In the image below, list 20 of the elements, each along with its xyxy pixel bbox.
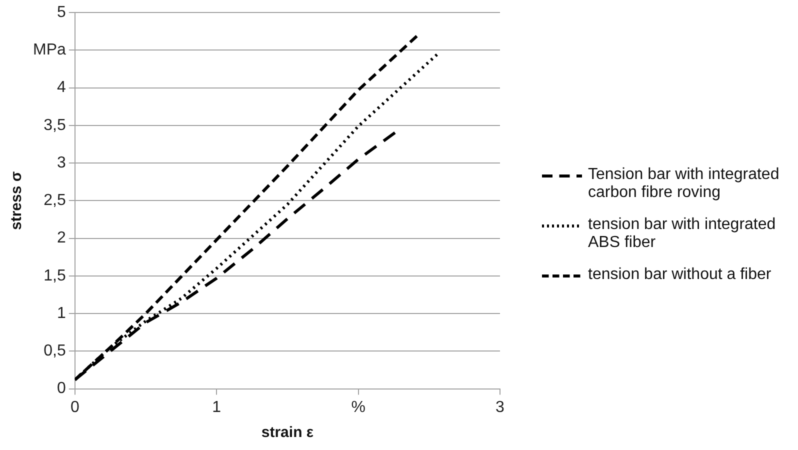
y-tick-label: 3,5 bbox=[44, 116, 66, 134]
y-tick-label: 5 bbox=[56, 4, 66, 22]
legend-label: Tension bar with integrated carbon fibre roving bbox=[588, 166, 780, 202]
x-tick-label: 1 bbox=[212, 398, 222, 416]
y-tick-label: 4 bbox=[56, 79, 66, 96]
y-tick-label: MPa bbox=[32, 42, 66, 59]
x-tick-label: 3 bbox=[496, 398, 505, 416]
x-tick-label: % bbox=[351, 398, 366, 416]
legend-label: tension bar with integrated ABS fiber bbox=[588, 216, 777, 252]
y-tick-label: 1,5 bbox=[44, 267, 66, 284]
y-tick-label: 0,5 bbox=[44, 342, 66, 360]
legend-label: tension bar without a fiber bbox=[588, 266, 772, 284]
y-tick-label: 3 bbox=[56, 154, 66, 172]
y-tick-label: 2,5 bbox=[44, 192, 66, 210]
x-tick-label: 0 bbox=[70, 398, 80, 416]
x-axis-title: strain ε bbox=[261, 424, 314, 442]
y-tick-label: 2 bbox=[56, 230, 66, 247]
y-tick-label: 0 bbox=[56, 380, 66, 398]
y-tick-label: 1 bbox=[56, 304, 66, 322]
y-axis-title: stress σ bbox=[8, 171, 26, 230]
